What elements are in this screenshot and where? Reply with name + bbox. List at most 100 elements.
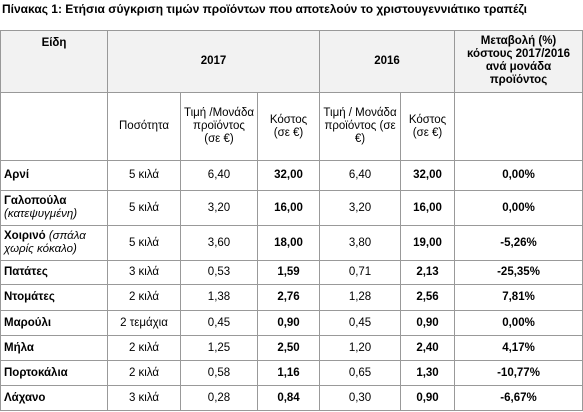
price-2016-cell: 0,65 (319, 360, 402, 386)
price-2017-cell: 6,40 (180, 160, 258, 191)
price-2016-cell: 0,71 (319, 260, 402, 285)
change-cell: -10,77% (454, 360, 583, 386)
item-name: Πορτοκάλια (4, 366, 68, 379)
item-name: Πατάτες (4, 266, 48, 278)
price-2017-cell: 0,53 (180, 260, 258, 285)
quantity-cell: 5 κιλά (107, 160, 181, 191)
price-2016-cell: 1,28 (319, 284, 402, 311)
data-row: Λάχανο 3 κιλά 0,28 0,84 0,30 0,90 -6,67% (0, 385, 583, 411)
price-2017-cell: 3,60 (180, 225, 258, 261)
price-2016-cell: 3,80 (319, 225, 402, 261)
price-table: Είδη 2017 2016 Μεταβολή (%) κόστους 2017… (0, 30, 583, 411)
quantity-cell: 2 κιλά (107, 335, 181, 361)
header-cell: 2016 (319, 30, 456, 93)
price-2017-cell: 0,45 (180, 310, 258, 336)
header-cell: Είδη (0, 30, 108, 93)
change-cell: 0,00% (454, 160, 583, 191)
cost-2016-cell: 32,00 (400, 160, 456, 191)
item-name: Ντομάτες (4, 291, 55, 303)
item-cell: Μαρούλι (0, 310, 108, 336)
cost-2017-cell: 18,00 (256, 225, 321, 261)
data-row: Ντομάτες 2 κιλά 1,38 2,76 1,28 2,56 7,81% (0, 284, 583, 311)
item-cell: Πορτοκάλια (0, 360, 108, 386)
price-2017-cell: 0,58 (180, 360, 258, 386)
cost-2016-cell: 19,00 (400, 225, 456, 261)
cost-2016-cell: 0,90 (400, 310, 456, 336)
table-body: Είδη 2017 2016 Μεταβολή (%) κόστους 2017… (0, 30, 583, 411)
header-cell (454, 92, 583, 161)
item-name: Λάχανο (4, 391, 46, 404)
change-cell: 0,00% (454, 190, 583, 226)
price-2016-cell: 6,40 (319, 160, 402, 191)
cost-2017-cell: 2,76 (256, 284, 321, 311)
header-cell: Μεταβολή (%) κόστους 2017/2016 ανά μονάδ… (454, 30, 583, 93)
item-note: (κατεψυγμένη) (4, 208, 78, 220)
change-cell: 4,17% (454, 335, 583, 361)
item-cell: Μήλα (0, 335, 108, 361)
change-cell: 7,81% (454, 284, 583, 311)
change-cell: -6,67% (454, 385, 583, 411)
data-row: Μήλα 2 κιλά 1,25 2,50 1,20 2,40 4,17% (0, 335, 583, 361)
data-row: Αρνί 5 κιλά 6,40 32,00 6,40 32,00 0,00% (0, 160, 583, 191)
header-cell: 2017 (106, 30, 321, 93)
change-cell: -5,26% (454, 225, 583, 261)
data-row: Πατάτες 3 κιλά 0,53 1,59 0,71 2,13 -25,35% (0, 260, 583, 285)
price-2016-cell: 0,45 (319, 310, 402, 336)
header-cell: Κόστος (σε €) (400, 92, 456, 161)
cost-2016-cell: 1,30 (400, 360, 456, 386)
item-cell: Χοιρινό (σπάλα χωρίς κόκαλο) (0, 225, 108, 261)
cost-2017-cell: 1,59 (256, 260, 321, 285)
item-cell: Γαλοπούλα (κατεψυγμένη) (0, 190, 108, 226)
cost-2016-cell: 2,56 (400, 284, 456, 311)
item-cell: Αρνί (0, 160, 108, 191)
price-2016-cell: 1,20 (319, 335, 402, 361)
header-row: Είδη 2017 2016 Μεταβολή (%) κόστους 2017… (0, 30, 583, 93)
subheader-row: Ποσότητα Τιμή /Μονάδα προϊόντος (σε €) Κ… (0, 92, 583, 161)
cost-2016-cell: 16,00 (400, 190, 456, 226)
header-cell: Τιμή / Μονάδα προϊόντος (σε €) (319, 92, 402, 161)
price-2017-cell: 1,25 (180, 335, 258, 361)
item-cell: Ντομάτες (0, 284, 108, 311)
header-cell: Ποσότητα (107, 92, 181, 161)
cost-2017-cell: 1,16 (256, 360, 321, 386)
item-name: Μαρούλι (4, 316, 52, 329)
cost-2017-cell: 2,50 (256, 335, 321, 361)
change-cell: 0,00% (454, 310, 583, 336)
cost-2016-cell: 2,40 (400, 335, 456, 361)
header-cell: Κόστος (σε €) (256, 92, 321, 161)
price-2016-cell: 0,30 (319, 385, 402, 411)
item-name: Χοιρινό (4, 230, 46, 242)
data-row: Μαρούλι 2 τεμάχια 0,45 0,90 0,45 0,90 0,00% (0, 310, 583, 336)
cost-2016-cell: 0,90 (400, 385, 456, 411)
price-2017-cell: 1,38 (180, 284, 258, 311)
item-name: Αρνί (4, 169, 30, 181)
price-2017-cell: 3,20 (180, 190, 258, 226)
price-2016-cell: 3,20 (319, 190, 402, 226)
item-cell: Πατάτες (0, 260, 108, 285)
header-cell (0, 92, 108, 161)
price-2017-cell: 0,28 (180, 385, 258, 411)
data-row: Πορτοκάλια 2 κιλά 0,58 1,16 0,65 1,30 -10,77% (0, 360, 583, 386)
item-name: Γαλοπούλα (4, 195, 67, 207)
cost-2017-cell: 0,90 (256, 310, 321, 336)
quantity-cell: 2 τεμάχια (107, 310, 181, 336)
quantity-cell: 3 κιλά (107, 260, 181, 285)
item-cell: Λάχανο (0, 385, 108, 411)
data-row: Γαλοπούλα (κατεψυγμένη) 5 κιλά 3,20 16,00 3,… (0, 190, 583, 226)
table-title: Πίνακας 1: Ετήσια σύγκριση τιμών προϊόντ… (2, 2, 527, 16)
quantity-cell: 5 κιλά (107, 190, 181, 226)
data-row: Χοιρινό (σπάλα χωρίς κόκαλο) 5 κιλά 3,60 18… (0, 225, 583, 261)
change-cell: -25,35% (454, 260, 583, 285)
cost-2017-cell: 16,00 (256, 190, 321, 226)
quantity-cell: 2 κιλά (107, 360, 181, 386)
cost-2017-cell: 32,00 (256, 160, 321, 191)
quantity-cell: 5 κιλά (107, 225, 181, 261)
item-name: Μήλα (4, 341, 34, 354)
cost-2017-cell: 0,84 (256, 385, 321, 411)
cost-2016-cell: 2,13 (400, 260, 456, 285)
quantity-cell: 2 κιλά (107, 284, 181, 311)
quantity-cell: 3 κιλά (107, 385, 181, 411)
item-note: (σπάλα χωρίς κόκαλο) (4, 230, 86, 255)
header-cell: Τιμή /Μονάδα προϊόντος (σε €) (180, 92, 258, 161)
